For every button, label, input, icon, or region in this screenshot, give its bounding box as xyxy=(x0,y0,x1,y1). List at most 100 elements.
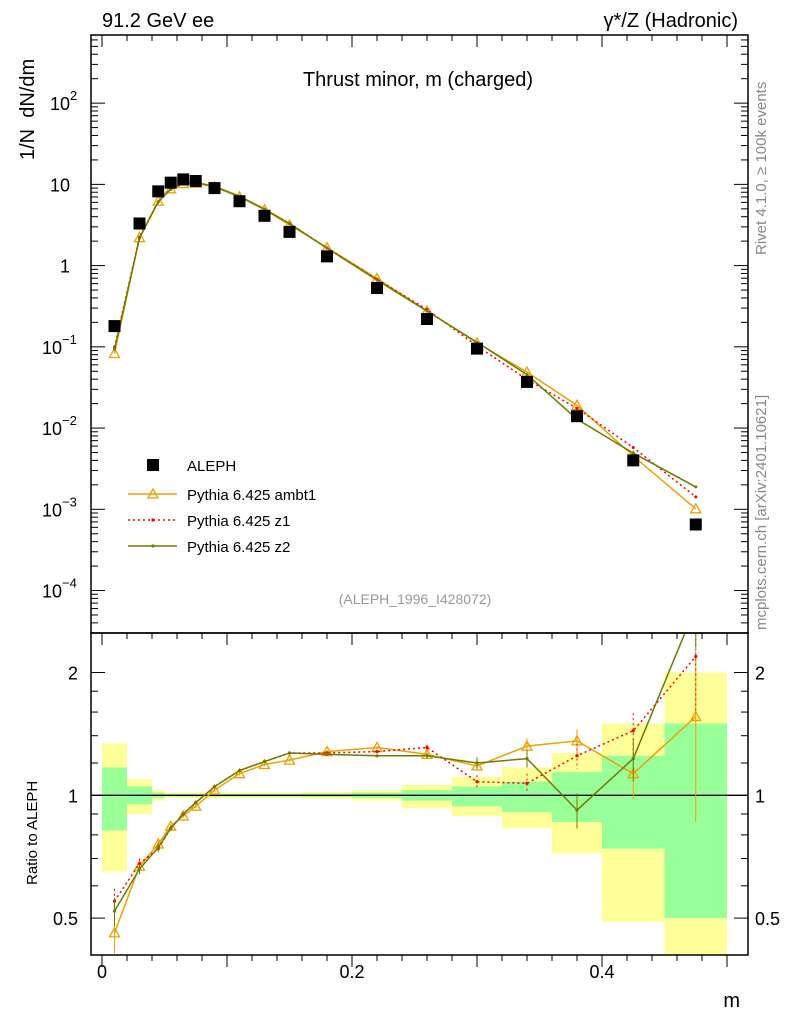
ratio-point xyxy=(694,633,698,714)
x-tick-label: 0.4 xyxy=(589,962,614,982)
triangle-marker xyxy=(689,502,702,514)
series-line xyxy=(113,181,697,498)
ratio-dot-marker xyxy=(212,785,217,789)
ratio-point xyxy=(212,784,217,789)
rivet-label: Rivet 4.1.0, ≥ 100k events xyxy=(753,82,770,255)
triangle-marker xyxy=(108,347,121,359)
aleph-data-point xyxy=(233,195,246,208)
plot-title: Thrust minor, m (charged) xyxy=(303,69,533,91)
ratio-dot-marker xyxy=(181,812,185,816)
ratio-dot-marker xyxy=(262,759,267,764)
ratio-dot-marker xyxy=(575,754,579,758)
ratio-triangle-marker xyxy=(283,753,296,765)
dot-marker xyxy=(138,236,141,240)
legend-dot-marker xyxy=(151,544,155,548)
dot-marker xyxy=(113,347,116,351)
ratio-dot-marker xyxy=(375,749,379,754)
ratio-dot-marker xyxy=(287,751,292,755)
aleph-data-point xyxy=(689,518,702,531)
ratio-point xyxy=(575,743,579,770)
legend-aleph-marker xyxy=(147,459,159,471)
dot-marker xyxy=(525,373,529,377)
dot-marker xyxy=(325,246,329,250)
ratio-dot-marker xyxy=(156,845,160,850)
ratio-point xyxy=(262,759,267,764)
ratio-dot-marker xyxy=(631,757,635,761)
ratio-tick-label-right: 1 xyxy=(755,786,765,806)
legend-label: Pythia 6.425 z2 xyxy=(187,539,290,556)
triangle-marker xyxy=(133,231,146,243)
ratio-triangle-marker xyxy=(689,710,702,722)
series-line xyxy=(113,181,697,488)
aleph-data-point xyxy=(208,182,221,195)
ratio-dot-marker xyxy=(194,800,198,805)
ratio-dot-marker xyxy=(694,605,697,608)
ratio-point xyxy=(233,767,246,779)
ratio-line xyxy=(113,715,697,934)
ratio-point xyxy=(694,605,697,648)
ratio-dot-marker xyxy=(631,729,635,733)
dot-marker xyxy=(288,221,291,225)
ratio-point xyxy=(237,768,242,773)
aleph-data-point xyxy=(108,320,121,333)
x-tick-label: 0 xyxy=(97,962,107,982)
ratio-tick-label-right: 2 xyxy=(755,664,765,684)
legend-aleph-label: ALEPH xyxy=(187,458,236,475)
dot-marker xyxy=(425,309,429,313)
ratio-point xyxy=(475,757,479,770)
ratio-dot-marker xyxy=(375,754,379,758)
ratio-point xyxy=(525,773,529,794)
ratio-point xyxy=(425,752,429,759)
y-tick-label: 10 xyxy=(42,338,62,358)
ratio-dot-marker xyxy=(137,867,142,871)
ratio-point xyxy=(283,753,296,765)
analysis-label: (ALEPH_1996_I428072) xyxy=(339,591,492,607)
y-axis-label: 1/N dN/dm xyxy=(17,59,39,160)
ratio-point xyxy=(375,754,379,758)
aleph-data-point xyxy=(321,250,333,263)
ratio-point xyxy=(475,775,479,789)
ratio-point xyxy=(325,752,329,756)
ratio-dot-marker xyxy=(237,768,242,773)
ratio-point xyxy=(194,800,198,805)
aleph-data-point xyxy=(133,217,146,230)
ratio-dot-marker xyxy=(525,757,529,761)
ratio-tick-label-right: 0.5 xyxy=(755,909,780,929)
ratio-point xyxy=(375,749,379,754)
y-tick-exponent: 2 xyxy=(70,88,77,103)
ratio-point xyxy=(169,826,173,831)
aleph-data-point xyxy=(189,175,202,188)
ratio-dot-marker xyxy=(694,654,698,659)
aleph-data-point xyxy=(152,185,165,198)
ratio-point xyxy=(525,750,529,768)
triangle-marker xyxy=(152,194,165,206)
aleph-data-point xyxy=(177,173,190,186)
ratio-axis-label: Ratio to ALEPH xyxy=(24,781,41,885)
mcplots-label: mcplots.cern.ch [arXiv:2401.10621] xyxy=(753,395,770,630)
header-left: 91.2 GeV ee xyxy=(102,10,214,32)
dot-marker xyxy=(694,495,698,499)
aleph-data-point xyxy=(164,176,177,189)
ratio-tick-label-left: 2 xyxy=(68,664,78,684)
y-tick-exponent: −2 xyxy=(62,413,77,428)
ratio-band-stat xyxy=(452,786,502,807)
ratio-tick-label-left: 1 xyxy=(68,786,78,806)
ratio-triangle-marker xyxy=(470,759,484,771)
legend: ALEPH Pythia 6.425 ambt1 Pythia 6.425 z1 Py… xyxy=(128,458,316,556)
ratio-point xyxy=(112,898,117,926)
y-tick-exponent: −3 xyxy=(62,494,77,509)
aleph-data-point xyxy=(258,209,271,222)
dot-marker xyxy=(375,278,379,282)
ratio-frame xyxy=(90,632,749,956)
aleph-data-point xyxy=(283,225,296,238)
ratio-point xyxy=(575,793,579,829)
ratio-point xyxy=(287,751,292,755)
y-tick-label: 10 xyxy=(42,419,62,439)
ratio-tick-label-left: 0.5 xyxy=(53,909,78,929)
ratio-dot-marker xyxy=(169,826,173,830)
legend-label: Pythia 6.425 z1 xyxy=(187,513,290,530)
aleph-data-point xyxy=(471,342,483,355)
ratio-point xyxy=(181,812,185,816)
ratio-dot-marker xyxy=(575,808,579,812)
ratio-band-stat xyxy=(502,781,552,813)
